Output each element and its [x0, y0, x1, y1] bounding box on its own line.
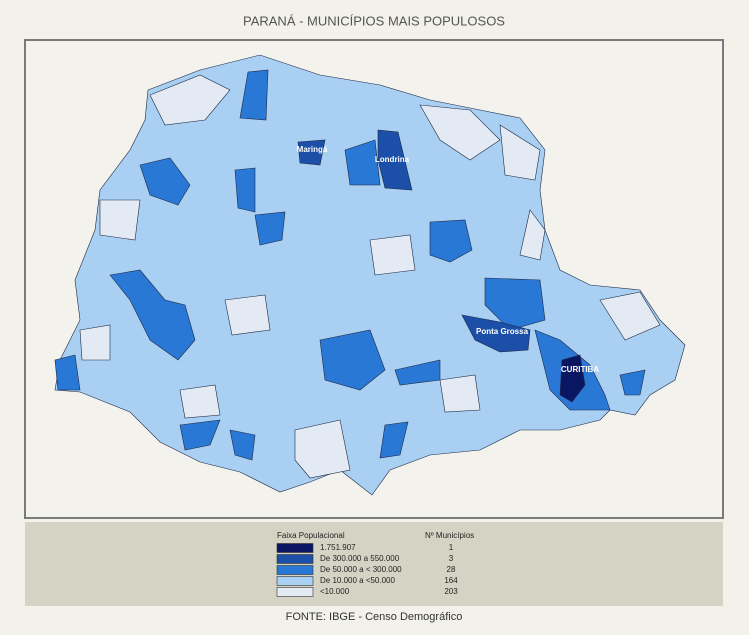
legend-header: Faixa Populacional — [277, 531, 345, 540]
legend-header: Nº Municípios — [425, 531, 474, 540]
legend-label: De 10.000 a <50.000 — [320, 576, 396, 585]
legend-swatch — [276, 587, 314, 597]
state-map — [54, 54, 686, 496]
legend: Faixa Populacional Nº Municípios 1.751.9… — [276, 531, 474, 597]
legend-label: De 300.000 a 550.000 — [320, 554, 400, 563]
legend-count: 164 — [444, 576, 458, 585]
legend-label: 1.751.907 — [320, 543, 356, 552]
city-labels: Maringá Londrina Ponta Grossa CURITIBA — [297, 145, 600, 374]
legend-swatch — [276, 554, 314, 564]
legend-label: De 50.000 a < 300.000 — [320, 565, 402, 574]
legend-swatch — [276, 543, 314, 553]
legend-count: 1 — [449, 543, 454, 552]
city-label: Maringá — [297, 145, 328, 154]
legend-swatch — [276, 576, 314, 586]
source-note: FONTE: IBGE - Censo Demográfico — [286, 611, 463, 623]
large-municipalities — [297, 129, 531, 353]
capital-municipality — [559, 354, 586, 403]
legend-label: <10.000 — [320, 587, 350, 596]
map-title: PARANÁ - MUNICÍPIOS MAIS POPULOSOS — [243, 13, 505, 28]
city-label: CURITIBA — [561, 365, 599, 374]
legend-count: 203 — [444, 587, 458, 596]
city-label: Londrina — [375, 155, 410, 164]
city-label: Ponta Grossa — [476, 327, 529, 336]
small-municipalities — [79, 74, 661, 479]
legend-count: 28 — [447, 565, 456, 574]
legend-count: 3 — [449, 554, 454, 563]
legend-swatch — [276, 565, 314, 575]
legend-panel — [25, 522, 723, 606]
